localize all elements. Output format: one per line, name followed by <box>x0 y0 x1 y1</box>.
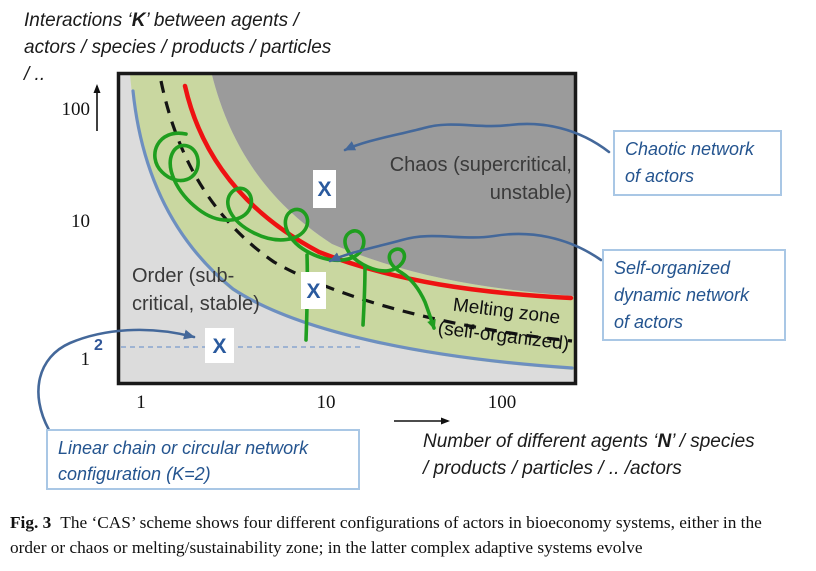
chaos-label-line1: Chaos (supercritical, <box>389 154 572 176</box>
callout-linear-line2: configuration (K=2) <box>58 464 211 484</box>
y-axis-label-line2: actors / species / products / particles <box>24 37 332 58</box>
blue-lower-curve <box>131 89 574 370</box>
marker-chaos-x: X <box>317 178 331 201</box>
marker-melting-x: X <box>306 280 320 303</box>
configuration-markers: X X X <box>205 170 336 363</box>
x-axis-label: Number of different agents ‘N’ / species… <box>423 428 755 482</box>
y-tick-10: 10 <box>71 211 90 232</box>
callout-chaotic-network: Chaotic network of actors <box>613 130 782 196</box>
callout-self-line3: of actors <box>614 312 684 332</box>
marker-order-x: X <box>212 335 226 358</box>
x-tick-100: 100 <box>487 392 517 413</box>
marker-melting-box <box>301 272 326 309</box>
callout-self-line1: Self-organized <box>614 258 731 278</box>
k2-tick-label: 2 <box>94 337 103 354</box>
order-label-line1: Order (sub- <box>132 265 235 287</box>
order-label-line2: critical, stable) <box>132 293 260 315</box>
callout-linear-chain: Linear chain or circular network configu… <box>46 429 360 490</box>
y-axis-label-line1: Interactions ‘K’ between agents / <box>24 10 299 31</box>
marker-order-box <box>205 328 234 363</box>
y-tick-100: 100 <box>61 99 91 120</box>
x-axis-label-line2: / products / particles / .. /actors <box>423 458 682 479</box>
y-axis-label-line3: / .. <box>24 64 46 85</box>
region-label-order: Order (sub- critical, stable) <box>132 262 260 318</box>
x-tick-1: 1 <box>136 392 146 413</box>
callout-arrow-linear <box>37 328 196 432</box>
chaos-label-line2: unstable) <box>489 182 572 204</box>
figure-caption: Fig. 3 The ‘CAS’ scheme shows four differ… <box>10 510 798 560</box>
plot-border <box>116 71 578 386</box>
y-axis-label: Interactions ‘K’ between agents / actors… <box>24 7 331 88</box>
y-tick-1: 1 <box>80 349 91 370</box>
callout-linear-line1: Linear chain or circular network <box>58 438 309 458</box>
melting-zone-band <box>130 75 574 370</box>
red-upper-curve <box>182 83 574 301</box>
callout-chaotic-line2: of actors <box>625 166 695 186</box>
callout-arrow-self-organized <box>328 232 603 263</box>
chaos-region <box>212 75 574 296</box>
figure-caption-tag: Fig. 3 <box>10 513 52 532</box>
region-label-chaos: Chaos (supercritical, unstable) <box>368 151 572 207</box>
green-network-main-path <box>153 131 436 330</box>
green-network-strand-2 <box>361 265 367 327</box>
melting-dashed-centerline <box>159 80 573 343</box>
callout-self-organized-network: Self-organized dynamic network of actors <box>602 249 786 341</box>
callout-chaotic-line1: Chaotic network <box>625 139 755 159</box>
figure-caption-text: The ‘CAS’ scheme shows four different co… <box>10 513 762 557</box>
x-tick-10: 10 <box>316 392 336 413</box>
x-axis-label-line1: Number of different agents ‘N’ / species <box>423 431 755 452</box>
marker-chaos-box <box>313 170 336 208</box>
callout-arrow-chaotic <box>343 122 611 154</box>
callout-self-line2: dynamic network <box>614 285 750 305</box>
